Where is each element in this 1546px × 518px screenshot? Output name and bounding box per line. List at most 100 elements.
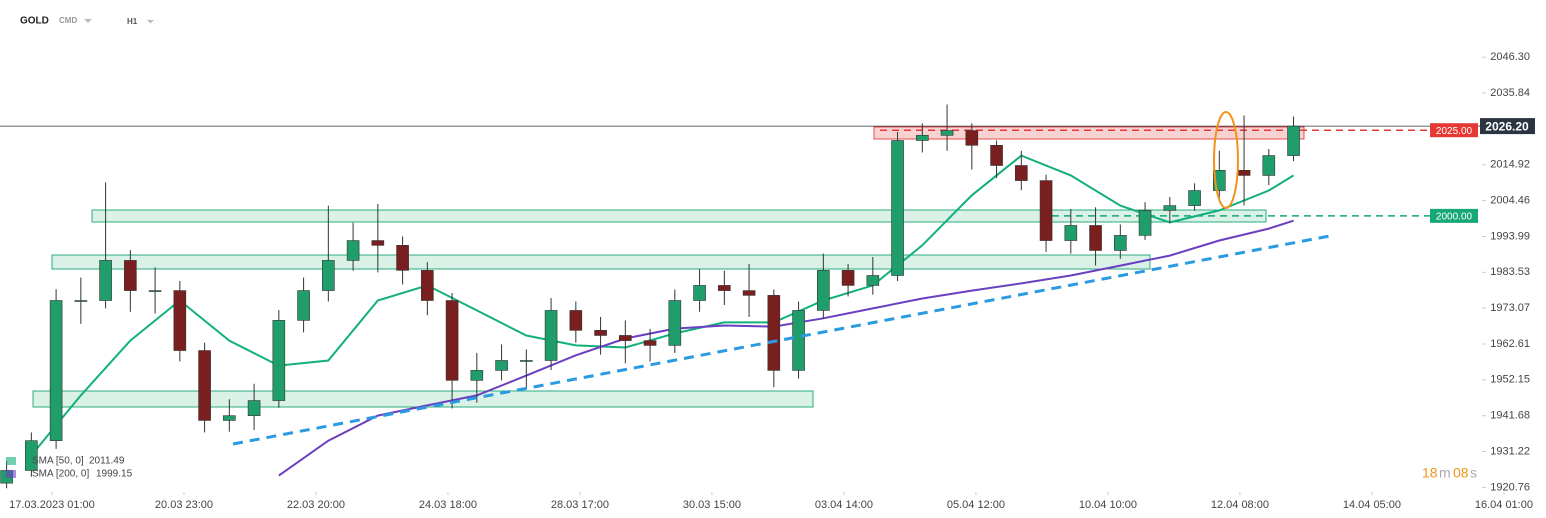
y-tick-label: 2046.30 — [1490, 51, 1530, 63]
candle-body — [421, 270, 434, 301]
candle-body — [198, 350, 211, 421]
candle-body — [272, 320, 286, 401]
y-tick-label: 1941.68 — [1490, 410, 1530, 422]
candle-body — [74, 300, 88, 302]
candle-body — [718, 285, 731, 291]
level-label: 2025.00 — [1436, 126, 1473, 137]
candle-body — [891, 140, 904, 276]
candle-body — [569, 310, 583, 331]
dropdown-arrow[interactable] — [147, 20, 154, 24]
candle-body — [346, 240, 360, 261]
last-price-box — [1480, 118, 1535, 135]
candle-body — [792, 310, 805, 371]
candle-body — [173, 290, 187, 351]
y-tick-label: 1962.61 — [1490, 338, 1530, 350]
legend-name: SMA [50, 0] — [32, 456, 84, 467]
candle-body — [148, 290, 162, 292]
candle-body — [1039, 180, 1053, 241]
legend-swatch — [6, 470, 16, 478]
candle-body — [1237, 170, 1251, 176]
candle-body — [99, 260, 112, 301]
x-tick-label: 28.03 17:00 — [551, 499, 609, 511]
dropdown-arrow[interactable] — [84, 19, 92, 23]
candle-body — [223, 415, 236, 421]
highlight-ellipse[interactable] — [1213, 111, 1239, 209]
resistance-zone[interactable] — [873, 126, 1305, 140]
y-tick-label: 2004.46 — [1490, 194, 1530, 206]
x-tick-label: 16.04 01:00 — [1475, 499, 1533, 511]
x-tick-label: 10.04 10:00 — [1079, 499, 1137, 511]
candle-body — [49, 300, 63, 441]
y-tick-label: 1973.07 — [1490, 302, 1530, 314]
market[interactable]: CMD — [59, 16, 77, 25]
countdown-seconds: 08 — [1453, 465, 1469, 481]
legend-value: 2011.49 — [89, 456, 125, 467]
candle-body — [1114, 235, 1127, 251]
y-tick-label: 1931.22 — [1490, 445, 1530, 457]
support-zone[interactable] — [51, 254, 1151, 270]
candle-body — [396, 245, 409, 271]
candle-body — [693, 285, 706, 301]
candle-body — [767, 295, 781, 371]
y-tick-label: 1920.76 — [1490, 481, 1530, 493]
x-tick-label: 20.03 23:00 — [155, 499, 213, 511]
candle-body — [445, 300, 459, 381]
candle-body — [990, 144, 1003, 166]
candle-body — [247, 400, 261, 416]
y-tick-label: 2014.92 — [1490, 159, 1530, 171]
last-price-label: 2026.20 — [1485, 119, 1529, 133]
candle-body — [520, 360, 533, 362]
candle-body — [619, 335, 632, 341]
candle-body — [322, 260, 335, 291]
plot-area — [0, 56, 1505, 495]
countdown-minutes: 18 — [1422, 465, 1438, 481]
candle-body — [371, 240, 385, 246]
y-tick-label: 1983.53 — [1490, 266, 1530, 278]
support-zone[interactable] — [91, 209, 1267, 223]
candle-body — [817, 270, 830, 311]
support-zone[interactable] — [32, 390, 814, 408]
candle-body — [1089, 225, 1102, 251]
y-tick-label: 1993.99 — [1490, 230, 1530, 242]
candle-body — [668, 300, 682, 346]
candle-body — [841, 270, 855, 286]
x-tick-label: 03.04 14:00 — [815, 499, 873, 511]
candle-body — [866, 275, 880, 286]
sma-line — [30, 154, 1295, 457]
candle-body — [297, 290, 310, 321]
candle-body — [1262, 155, 1276, 176]
candle-body — [1188, 190, 1201, 206]
symbol[interactable]: GOLD — [20, 16, 49, 27]
candle-body — [1015, 165, 1028, 181]
x-tick-label: 17.03.2023 01:00 — [9, 499, 95, 511]
legend-swatch — [6, 457, 16, 465]
legend-name: SMA [200, 0] — [32, 469, 89, 480]
y-tick-label: 1952.15 — [1490, 374, 1530, 386]
candle-body — [643, 340, 657, 346]
candle-body — [1064, 225, 1078, 241]
level-label-box — [1430, 123, 1478, 138]
candle-body — [965, 130, 979, 146]
candle-body — [594, 330, 607, 336]
x-tick-label: 05.04 12:00 — [947, 499, 1005, 511]
y-tick-label: 2035.84 — [1490, 87, 1530, 99]
level-label: 2000.00 — [1436, 212, 1473, 223]
x-tick-label: 14.04 05:00 — [1343, 499, 1401, 511]
candle-body — [124, 260, 137, 291]
candle-body — [940, 130, 954, 136]
interval[interactable]: H1 — [127, 17, 138, 26]
countdown-unit: s — [1470, 465, 1477, 481]
candle-body — [25, 440, 38, 471]
candle-body — [742, 290, 756, 296]
x-tick-label: 30.03 15:00 — [683, 499, 741, 511]
candle-body — [1138, 210, 1152, 236]
legend-value: 1999.15 — [96, 469, 133, 480]
x-tick-label: 12.04 08:00 — [1211, 499, 1269, 511]
countdown-unit: m — [1439, 465, 1451, 481]
x-tick-label: 22.03 20:00 — [287, 499, 345, 511]
candle-body — [495, 360, 508, 371]
candle-body — [1287, 125, 1300, 156]
